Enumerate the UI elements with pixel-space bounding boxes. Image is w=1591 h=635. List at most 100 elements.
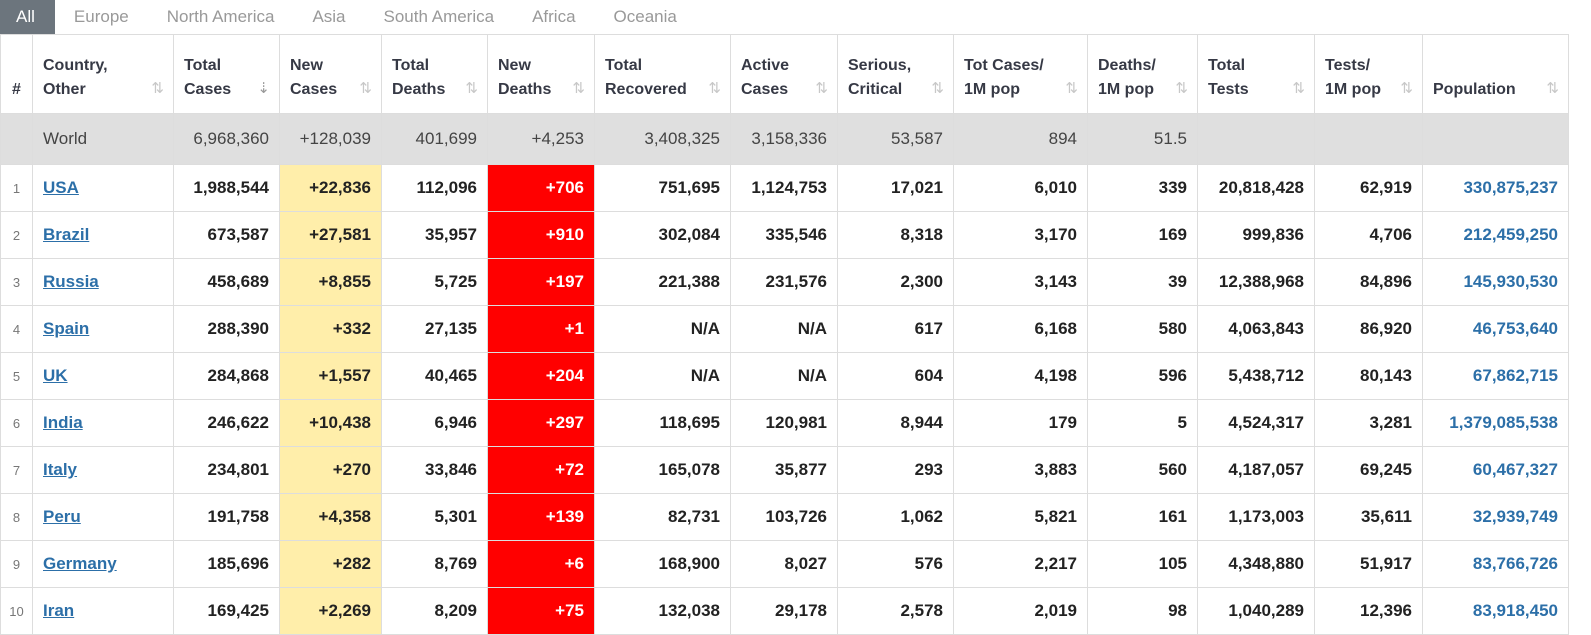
country-link[interactable]: Peru (43, 507, 81, 526)
sort-desc-icon[interactable]: ⇣ (257, 80, 270, 97)
col-header-deaths-per-1m[interactable]: Deaths/1M pop ⇅ (1087, 34, 1198, 114)
sort-icon[interactable]: ⇅ (359, 80, 372, 97)
tab-south-america[interactable]: South America (383, 7, 495, 26)
country-link[interactable]: India (43, 413, 83, 432)
tab-africa[interactable]: Africa (532, 7, 576, 26)
sort-icon[interactable]: ⇅ (1292, 80, 1305, 97)
cell-deaths-per-1m: 98 (1087, 587, 1198, 635)
country-link[interactable]: USA (43, 178, 79, 197)
sort-icon[interactable]: ⇅ (151, 80, 164, 97)
country-link[interactable]: Italy (43, 460, 78, 479)
col-header-label: New (498, 57, 531, 74)
cell-total-cases: 169,425 (173, 587, 280, 635)
cell-total-tests: 12,388,968 (1197, 258, 1315, 306)
cell-rank: 8 (0, 493, 33, 541)
tab-all[interactable]: All (0, 0, 55, 34)
cell-tot-cases-per-1m: 6,168 (953, 305, 1088, 353)
col-header-serious-critical[interactable]: Serious, Critical ⇅ (837, 34, 954, 114)
cell-serious-critical: 8,944 (837, 399, 954, 447)
sort-icon[interactable]: ⇅ (465, 80, 478, 97)
cell-new-cases: +27,581 (279, 211, 382, 259)
country-link[interactable]: Iran (43, 601, 75, 620)
col-header-label: Tests (1208, 81, 1249, 98)
country-link[interactable]: Spain (43, 319, 90, 338)
country-link[interactable]: UK (43, 366, 68, 385)
table-row: 4 Spain 288,390 +332 27,135 +1 N/A N/A 617 6,168 5… (0, 305, 1569, 353)
cell-total-recovered: N/A (594, 305, 731, 353)
col-header-label: Critical (848, 81, 903, 98)
cell-total-tests (1197, 113, 1315, 165)
sort-icon[interactable]: ⇅ (708, 80, 721, 97)
cell-active-cases: 8,027 (730, 540, 838, 588)
country-link[interactable]: Germany (43, 554, 117, 573)
cell-total-deaths: 6,946 (381, 399, 488, 447)
cell-population: 46,753,640 (1422, 305, 1569, 353)
cell-country: Brazil (32, 211, 174, 259)
cell-population: 83,918,450 (1422, 587, 1569, 635)
cell-total-cases: 673,587 (173, 211, 280, 259)
col-header-total-tests[interactable]: Total Tests ⇅ (1197, 34, 1315, 114)
cell-deaths-per-1m: 161 (1087, 493, 1198, 541)
col-header-active-cases[interactable]: Active Cases ⇅ (730, 34, 838, 114)
cell-new-deaths: +204 (487, 352, 595, 400)
cell-new-deaths: +72 (487, 446, 595, 494)
sort-icon[interactable]: ⇅ (572, 80, 585, 97)
cell-deaths-per-1m: 596 (1087, 352, 1198, 400)
col-header-label: Cases (290, 81, 338, 98)
col-header-label: Cases (184, 81, 232, 98)
cell-total-recovered: 82,731 (594, 493, 731, 541)
cell-total-recovered: 118,695 (594, 399, 731, 447)
cell-tot-cases-per-1m: 2,019 (953, 587, 1088, 635)
sort-icon[interactable]: ⇅ (1175, 80, 1188, 97)
col-header-label: Total (184, 57, 222, 74)
tab-asia[interactable]: Asia (312, 7, 346, 26)
country-link[interactable]: Russia (43, 272, 99, 291)
col-header-population[interactable]: Population ⇅ (1422, 34, 1569, 114)
cell-total-recovered: 168,900 (594, 540, 731, 588)
cell-new-cases: +1,557 (279, 352, 382, 400)
tab-oceania[interactable]: Oceania (613, 7, 677, 26)
sort-icon[interactable]: ⇅ (931, 80, 944, 97)
cell-total-cases: 185,696 (173, 540, 280, 588)
cell-serious-critical: 53,587 (837, 113, 954, 165)
col-header-label: Total (392, 57, 430, 74)
col-header-new-cases[interactable]: New Cases ⇅ (279, 34, 382, 114)
cell-rank: 3 (0, 258, 33, 306)
cell-tests-per-1m: 12,396 (1314, 587, 1423, 635)
sort-icon[interactable]: ⇅ (1546, 80, 1559, 97)
cell-serious-critical: 617 (837, 305, 954, 353)
tab-north-america[interactable]: North America (166, 7, 275, 26)
country-link[interactable]: Brazil (43, 225, 90, 244)
cell-active-cases: 35,877 (730, 446, 838, 494)
table-row: 9 Germany 185,696 +282 8,769 +6 168,900 8,027 57… (0, 540, 1569, 588)
cell-country: India (32, 399, 174, 447)
cell-total-deaths: 8,769 (381, 540, 488, 588)
col-header-tot-cases-per-1m[interactable]: Tot Cases/1M pop ⇅ (953, 34, 1088, 114)
col-header-tests-per-1m[interactable]: Tests/1M pop ⇅ (1314, 34, 1423, 114)
region-tabs: All Europe North America Asia South Amer… (0, 0, 1591, 34)
table-row: 8 Peru 191,758 +4,358 5,301 +139 82,731 103,726… (0, 493, 1569, 541)
col-header-total-deaths[interactable]: Total Deaths ⇅ (381, 34, 488, 114)
cell-deaths-per-1m: 169 (1087, 211, 1198, 259)
col-header-total-cases[interactable]: Total Cases ⇣ (173, 34, 280, 114)
cell-total-tests: 1,040,289 (1197, 587, 1315, 635)
cell-active-cases: N/A (730, 352, 838, 400)
cell-country: Russia (32, 258, 174, 306)
cell-total-deaths: 401,699 (381, 113, 488, 165)
cell-total-deaths: 33,846 (381, 446, 488, 494)
col-header-label: Cases (741, 81, 789, 98)
col-header-country[interactable]: Country, Other ⇅ (32, 34, 174, 114)
sort-icon[interactable]: ⇅ (1065, 80, 1078, 97)
cell-country: Italy (32, 446, 174, 494)
tab-europe[interactable]: Europe (73, 7, 129, 26)
cell-total-deaths: 40,465 (381, 352, 488, 400)
sort-icon[interactable]: ⇅ (815, 80, 828, 97)
sort-icon[interactable]: ⇅ (1400, 80, 1413, 97)
cell-new-deaths: +910 (487, 211, 595, 259)
cell-serious-critical: 576 (837, 540, 954, 588)
col-header-new-deaths[interactable]: New Deaths ⇅ (487, 34, 595, 114)
cell-population: 32,939,749 (1422, 493, 1569, 541)
col-header-total-recovered[interactable]: Total Recovered ⇅ (594, 34, 731, 114)
cell-total-recovered: 165,078 (594, 446, 731, 494)
cell-active-cases: 120,981 (730, 399, 838, 447)
